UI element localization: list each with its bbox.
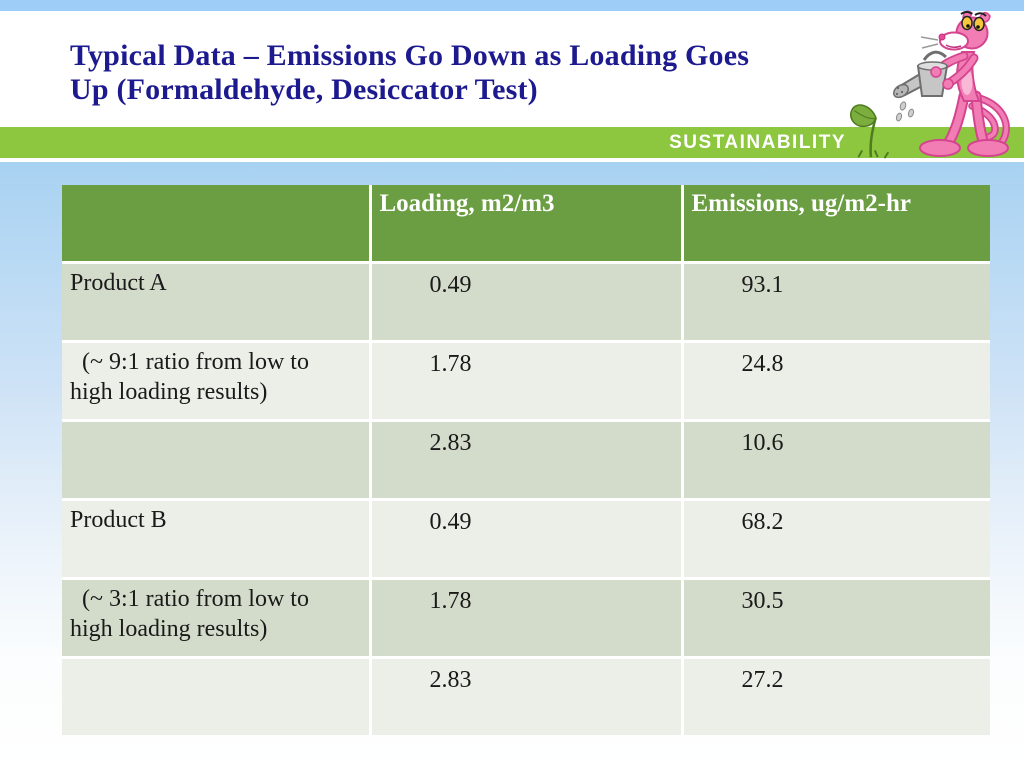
emissions-value: 10.6 bbox=[680, 419, 990, 501]
row-label: (~ 3:1 ratio from low to high loading re… bbox=[62, 577, 372, 659]
header-loading-column: Loading, m2/m3 bbox=[368, 185, 684, 264]
watering-can-icon bbox=[892, 50, 949, 122]
row-label bbox=[62, 419, 372, 501]
table-row: (~ 9:1 ratio from low to high loading re… bbox=[62, 340, 990, 422]
emissions-table: Loading, m2/m3 Emissions, ug/m2-hr Produ… bbox=[62, 185, 990, 735]
banner-label: SUSTAINABILITY bbox=[669, 132, 846, 153]
table-row: 2.83 10.6 bbox=[62, 419, 990, 501]
loading-value: 1.78 bbox=[368, 340, 684, 422]
emissions-value: 27.2 bbox=[680, 656, 990, 735]
table-row: (~ 3:1 ratio from low to high loading re… bbox=[62, 577, 990, 659]
pink-panther-mascot-icon bbox=[892, 10, 1010, 157]
emissions-value: 24.8 bbox=[680, 340, 990, 422]
table-header-row: Loading, m2/m3 Emissions, ug/m2-hr bbox=[62, 185, 990, 264]
sustainability-banner: SUSTAINABILITY bbox=[0, 127, 1024, 158]
header-emissions-column: Emissions, ug/m2-hr bbox=[680, 185, 990, 264]
loading-value: 2.83 bbox=[368, 656, 684, 735]
top-border-strip bbox=[0, 0, 1024, 11]
loading-value: 0.49 bbox=[368, 261, 684, 343]
seedling-icon bbox=[850, 104, 890, 159]
emissions-value: 68.2 bbox=[680, 498, 990, 580]
row-label: (~ 9:1 ratio from low to high loading re… bbox=[62, 340, 372, 422]
table-row: Product B 0.49 68.2 bbox=[62, 498, 990, 580]
table-row: 2.83 27.2 bbox=[62, 656, 990, 735]
row-label: Product A bbox=[62, 261, 372, 343]
table-row: Product A 0.49 93.1 bbox=[62, 261, 990, 343]
row-label: Product B bbox=[62, 498, 372, 580]
loading-value: 2.83 bbox=[368, 419, 684, 501]
row-label bbox=[62, 656, 372, 735]
loading-value: 1.78 bbox=[368, 577, 684, 659]
slide-title: Typical Data – Emissions Go Down as Load… bbox=[70, 39, 750, 106]
mascot-head bbox=[920, 10, 991, 51]
emissions-value: 30.5 bbox=[680, 577, 990, 659]
header-product-column bbox=[62, 185, 372, 264]
banner-divider bbox=[0, 158, 1024, 162]
emissions-value: 93.1 bbox=[680, 261, 990, 343]
loading-value: 0.49 bbox=[368, 498, 684, 580]
